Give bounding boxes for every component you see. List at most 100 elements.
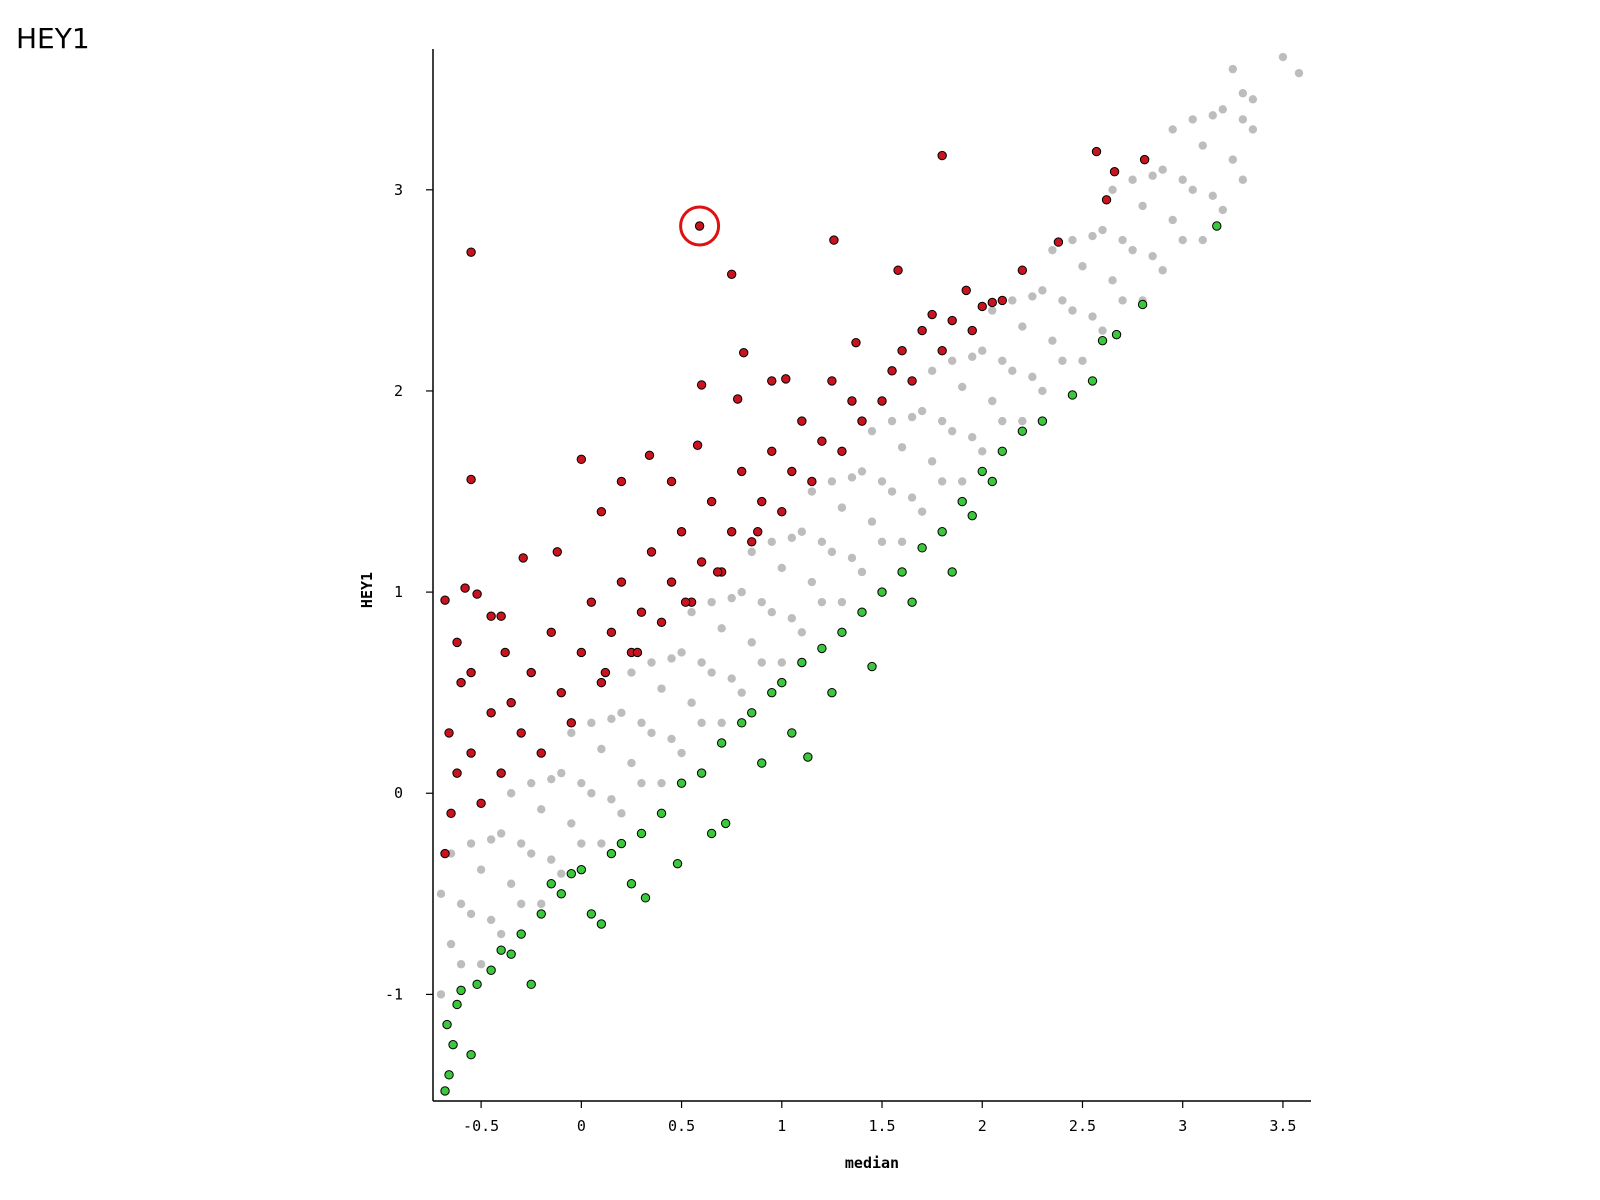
data-point	[1218, 205, 1227, 215]
data-point	[857, 416, 867, 426]
data-point	[597, 744, 606, 754]
data-point	[877, 587, 887, 597]
data-point	[656, 617, 667, 627]
data-point	[666, 577, 677, 587]
data-point	[757, 597, 766, 607]
data-point	[667, 734, 676, 744]
data-point	[1158, 266, 1167, 275]
data-point	[893, 265, 903, 275]
x-tick-label: 2.5	[1069, 1117, 1096, 1135]
y-tick-label: 0	[394, 784, 403, 802]
data-point	[1088, 312, 1097, 321]
data-point	[446, 808, 456, 819]
data-point	[958, 382, 967, 392]
x-axis-label: median	[845, 1154, 899, 1172]
data-point	[968, 352, 977, 361]
data-point	[1148, 251, 1157, 261]
data-point	[797, 416, 807, 426]
data-point	[646, 547, 657, 557]
data-point	[456, 677, 466, 688]
data-point	[907, 412, 917, 422]
data-point	[897, 443, 907, 452]
data-point	[1188, 185, 1197, 195]
data-point	[444, 1070, 454, 1080]
data-point	[1248, 95, 1258, 104]
data-point	[617, 809, 626, 818]
data-point	[486, 965, 496, 975]
data-point	[717, 624, 726, 633]
data-point	[667, 654, 676, 663]
data-point	[757, 658, 766, 667]
data-point	[947, 356, 957, 365]
data-point	[466, 1050, 476, 1060]
y-tick-label: 1	[394, 583, 403, 601]
data-point	[627, 668, 636, 677]
data-point	[567, 819, 576, 828]
data-point	[486, 708, 496, 718]
data-point	[917, 406, 927, 416]
data-point	[472, 979, 482, 990]
data-point	[1078, 262, 1087, 271]
data-point	[606, 627, 617, 638]
data-point	[767, 446, 777, 456]
data-point	[1053, 237, 1064, 247]
data-point	[452, 768, 462, 778]
data-point	[607, 714, 616, 724]
y-axis-label: HEY1	[358, 572, 376, 608]
data-point	[676, 778, 687, 788]
data-point	[1128, 175, 1137, 184]
data-point	[506, 879, 516, 888]
data-point	[1188, 115, 1197, 124]
data-point	[787, 466, 797, 477]
data-point	[506, 789, 516, 798]
data-point	[687, 608, 696, 617]
data-point	[616, 838, 627, 849]
data-point	[1018, 416, 1027, 426]
data-point	[757, 496, 767, 507]
data-point	[937, 346, 947, 356]
data-point	[677, 748, 686, 758]
data-point	[1018, 322, 1027, 331]
data-point	[518, 553, 528, 563]
data-point	[937, 527, 947, 537]
data-point	[787, 614, 797, 623]
data-point	[958, 477, 967, 486]
data-point	[1138, 201, 1147, 211]
data-point	[496, 768, 506, 778]
data-point	[1058, 296, 1067, 305]
data-point	[877, 537, 887, 547]
data-point	[577, 839, 586, 848]
data-point	[867, 426, 877, 436]
data-point	[1148, 171, 1157, 180]
data-point	[1238, 175, 1248, 184]
data-point	[767, 687, 777, 698]
x-tick-label: 3	[1178, 1117, 1187, 1135]
data-point	[747, 537, 757, 547]
data-point	[827, 376, 837, 386]
data-point	[1067, 390, 1078, 400]
data-point	[767, 537, 776, 547]
data-point	[696, 380, 707, 390]
data-point	[626, 879, 637, 889]
data-point	[927, 366, 937, 376]
data-point	[440, 848, 450, 859]
data-point	[1008, 296, 1017, 305]
data-point	[456, 899, 466, 909]
y-tick-label: 2	[394, 382, 403, 400]
data-point	[727, 593, 736, 603]
data-point	[456, 960, 466, 969]
data-point	[647, 728, 656, 738]
data-point	[827, 547, 837, 557]
data-point	[777, 506, 787, 517]
data-point	[627, 758, 636, 768]
data-point	[907, 597, 917, 607]
data-point	[640, 893, 651, 903]
data-point	[1098, 225, 1107, 235]
data-point	[957, 496, 967, 507]
data-point	[1098, 326, 1107, 335]
data-point	[807, 577, 817, 587]
data-point	[666, 476, 677, 487]
highlight-ring	[679, 205, 721, 247]
data-point	[440, 1086, 450, 1096]
